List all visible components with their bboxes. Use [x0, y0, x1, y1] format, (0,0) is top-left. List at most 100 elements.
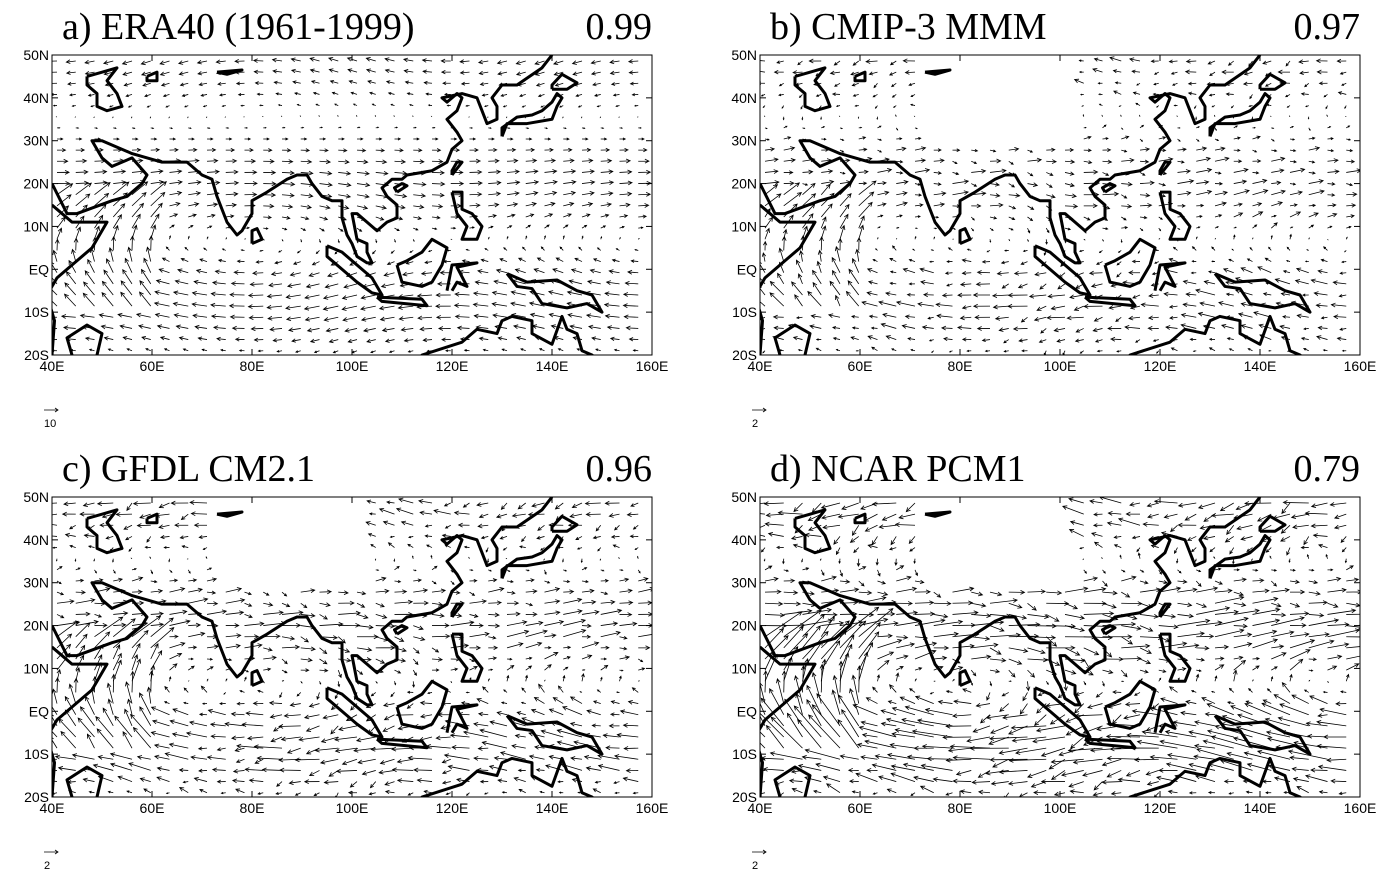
wind-vector — [328, 273, 338, 277]
wind-vector — [545, 570, 547, 574]
wind-vector — [638, 192, 650, 196]
wind-vector — [474, 314, 488, 318]
wind-vector — [188, 236, 189, 239]
y-tick-label: EQ — [29, 703, 49, 719]
wind-vector — [1084, 304, 1102, 308]
wind-vector — [132, 128, 135, 129]
wind-vector — [621, 710, 639, 715]
wind-vector — [1159, 768, 1177, 772]
wind-vector — [1234, 168, 1248, 172]
wind-vector — [126, 536, 132, 539]
wind-vector — [1328, 609, 1356, 615]
wind-vector — [357, 648, 372, 652]
wind-vector — [1065, 194, 1076, 198]
wind-vector — [417, 778, 432, 782]
wind-vector — [563, 707, 582, 715]
wind-vector — [1028, 172, 1033, 175]
wind-vector — [1326, 555, 1328, 559]
wind-vector — [1346, 603, 1360, 607]
wind-vector — [921, 280, 934, 284]
wind-vector — [200, 259, 207, 262]
wind-vector — [237, 759, 245, 762]
wind-vector — [1342, 548, 1346, 552]
coastline — [397, 239, 447, 286]
wind-vector — [611, 71, 620, 75]
wind-vector — [834, 337, 840, 340]
wind-vector — [971, 603, 985, 607]
wind-vector — [180, 787, 189, 792]
wind-vector — [792, 788, 802, 792]
wind-vector — [375, 559, 376, 560]
wind-vector — [297, 104, 300, 105]
wind-vector — [451, 581, 454, 584]
wind-vector — [1009, 161, 1013, 164]
x-tick-label: 140E — [536, 800, 569, 816]
wind-vector — [226, 624, 239, 628]
wind-vector — [1280, 325, 1290, 329]
wind-vector — [213, 768, 226, 772]
wind-vector — [1075, 79, 1084, 83]
wind-vector — [1084, 204, 1097, 208]
wind-vector — [182, 545, 188, 547]
wind-vector — [387, 501, 395, 504]
wind-vector — [151, 623, 163, 627]
wind-vector — [1136, 340, 1140, 343]
wind-vector — [485, 249, 488, 251]
wind-vector — [395, 194, 407, 198]
wind-vector — [61, 732, 76, 749]
wind-vector — [990, 239, 991, 242]
wind-vector — [896, 191, 907, 195]
wind-vector — [1118, 778, 1140, 782]
wind-vector — [408, 691, 413, 693]
wind-vector — [1121, 637, 1132, 644]
wind-vector — [1000, 770, 1028, 774]
wind-vector — [1253, 127, 1256, 128]
wind-vector — [859, 225, 864, 239]
wind-vector — [352, 351, 357, 353]
wind-vector — [383, 726, 394, 732]
wind-vector — [395, 590, 407, 594]
wind-vector — [218, 780, 226, 783]
wind-vector — [1009, 147, 1019, 151]
wind-vector — [165, 687, 170, 693]
wind-vector — [915, 570, 918, 576]
wind-vector — [132, 577, 143, 581]
wind-vector — [1253, 179, 1267, 183]
wind-vector — [254, 70, 263, 74]
wind-vector — [234, 769, 245, 773]
wind-vector — [1196, 117, 1197, 120]
wind-vector — [540, 349, 545, 351]
wind-vector — [1234, 578, 1246, 582]
wind-vector — [368, 80, 376, 83]
wind-vector — [601, 214, 609, 217]
wind-vector — [1119, 106, 1121, 107]
panel-score: 0.99 — [586, 6, 653, 48]
wind-vector — [207, 679, 208, 681]
wind-vector — [915, 169, 929, 173]
wind-vector — [934, 171, 941, 174]
wind-vector — [446, 793, 450, 795]
wind-vector — [363, 770, 376, 775]
wind-vector — [934, 656, 947, 660]
wind-vector — [338, 648, 349, 653]
x-tick-label: 100E — [1044, 800, 1077, 816]
wind-vector — [1170, 316, 1178, 319]
wind-vector — [254, 59, 263, 63]
wind-vector — [305, 715, 320, 719]
wind-vector — [488, 613, 499, 617]
wind-vector — [763, 351, 765, 353]
wind-vector — [803, 183, 816, 194]
wind-vector — [412, 556, 413, 559]
wind-vector — [582, 635, 590, 638]
wind-vector — [582, 624, 591, 628]
wind-vector — [220, 702, 226, 704]
wind-vector — [896, 172, 902, 175]
wind-vector — [504, 690, 507, 692]
wind-vector — [605, 292, 619, 296]
wind-vector — [807, 686, 821, 715]
wind-vector — [97, 729, 113, 748]
wind-vector — [331, 80, 339, 83]
wind-vector — [1103, 192, 1119, 196]
y-tick-label: 40N — [731, 90, 757, 106]
wind-vector — [207, 591, 215, 594]
